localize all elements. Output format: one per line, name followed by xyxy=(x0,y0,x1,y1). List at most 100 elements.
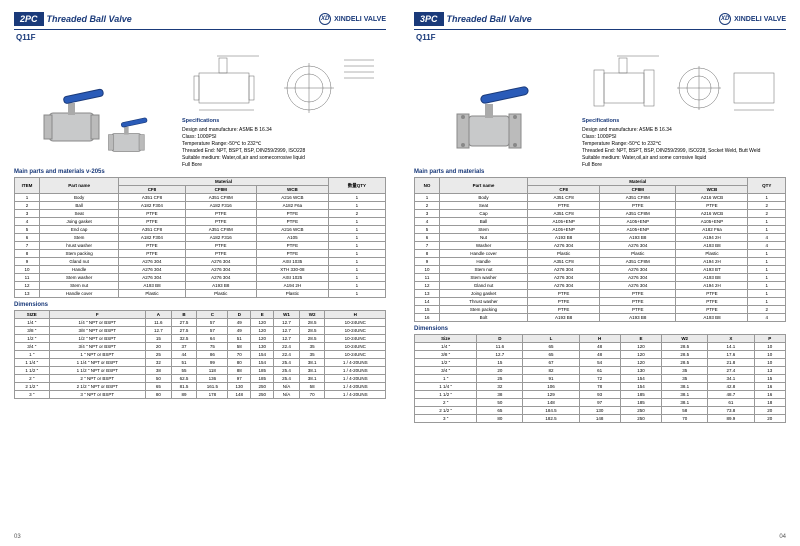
table-cell: 57 xyxy=(197,319,228,327)
tech-drawing xyxy=(182,48,386,118)
table-cell: A193 B8 xyxy=(676,314,748,322)
spec-line: Temperature Range:-50℃ to 232℃ xyxy=(582,141,786,148)
table-cell: 12.7 xyxy=(146,327,172,335)
th: WCB xyxy=(256,186,328,194)
table-row: 1 1/2 "381299318538.148.716 xyxy=(415,391,786,399)
table-cell: 13 xyxy=(754,367,786,375)
table-cell: 14 xyxy=(415,298,440,306)
spec-line: Design and manufacture: ASME B 16.34 xyxy=(182,127,386,134)
spec-line: Design and manufacture: ASME B 16.34 xyxy=(582,127,786,134)
parts-title: Main parts and materials xyxy=(414,169,786,175)
table-cell: PTFE xyxy=(600,290,676,298)
table-row: 5StemA105+ENPA105+ENPA182 F6a1 xyxy=(415,226,786,234)
table-cell: 1 xyxy=(748,250,786,258)
table-cell: 20 xyxy=(477,367,523,375)
table-cell: 8 xyxy=(415,250,440,258)
table-cell: 184.5 xyxy=(523,407,579,415)
table-cell: 1 xyxy=(328,226,385,234)
table-cell: A276 304 xyxy=(600,282,676,290)
table-cell: 27.5 xyxy=(171,327,197,335)
table-cell: 73.8 xyxy=(708,407,754,415)
title-bar: 3PC Threaded Ball Valve XD XINDELI VALVE xyxy=(414,12,786,30)
table-cell: 12.7 xyxy=(274,327,300,335)
table-cell: Plastic xyxy=(256,290,328,298)
table-cell: A276 304 xyxy=(528,266,600,274)
th: WCB xyxy=(676,186,748,194)
table-cell: PTFE xyxy=(256,250,328,258)
table-cell: Gland nut xyxy=(40,258,119,266)
table-cell: 82 xyxy=(523,367,579,375)
table-cell: 120 xyxy=(620,359,661,367)
table-cell: 136 xyxy=(197,375,228,383)
table-cell: 80 xyxy=(146,391,172,399)
table-cell: 1 xyxy=(415,194,440,202)
table-cell: 10 xyxy=(754,359,786,367)
table-cell: 10-24UNC xyxy=(325,327,386,335)
table-cell: PTFE xyxy=(528,298,600,306)
table-cell: 28.5 xyxy=(662,343,708,351)
table-cell: 58 xyxy=(228,343,251,351)
table-cell: A182 F304 xyxy=(119,202,185,210)
table-cell: 185 xyxy=(620,391,661,399)
table-cell: 118 xyxy=(197,367,228,375)
table-cell: Handle cover xyxy=(440,250,528,258)
th: Size xyxy=(415,335,477,343)
table-row: 5End capA351 CF8A351 CF8MA216 WCB1 xyxy=(15,226,386,234)
table-row: 1 1/4 "1 1/4 " NPT or BSPT3251998015425.… xyxy=(15,359,386,367)
table-row: 11Stem washerA276 304A276 304A193 B81 xyxy=(415,274,786,282)
table-cell: Stem nut xyxy=(440,266,528,274)
table-cell: 8 xyxy=(15,250,40,258)
table-cell: 4 xyxy=(415,218,440,226)
model-code: Q11F xyxy=(416,33,786,42)
table-row: 10HandleA276 304A276 304XTH 330-081 xyxy=(15,266,386,274)
table-cell: A193 B8 xyxy=(676,242,748,250)
table-cell: PTFE xyxy=(676,290,748,298)
table-cell: 65 xyxy=(523,351,579,359)
table-cell: 130 xyxy=(251,343,274,351)
table-cell: A351 CF8M xyxy=(185,226,256,234)
dimensions-table: SIZEFABCDEW1W2H 1/4 "1/4 " NPT or BSPT11… xyxy=(14,310,386,399)
table-cell: 7 xyxy=(415,242,440,250)
table-cell: N/A xyxy=(274,383,300,391)
table-cell: N/A xyxy=(274,391,300,399)
th: D xyxy=(228,311,251,319)
table-cell: 1/2 " NPT or BSPT xyxy=(49,335,145,343)
page-number: 03 xyxy=(14,534,21,540)
table-row: 11Stem washerA276 304A276 304AISI 10251 xyxy=(15,274,386,282)
table-cell: Body xyxy=(440,194,528,202)
th: E xyxy=(620,335,661,343)
table-cell: PTFE xyxy=(600,298,676,306)
table-cell: 13 xyxy=(15,290,40,298)
title-rest: Threaded Ball Valve xyxy=(447,14,532,24)
table-cell: 185 xyxy=(251,367,274,375)
table-cell: 10-24UNC xyxy=(325,335,386,343)
title: 2PC Threaded Ball Valve xyxy=(14,12,132,26)
table-cell: A105+ENP xyxy=(676,218,748,226)
table-cell: 1 xyxy=(328,194,385,202)
table-cell: 67 xyxy=(523,359,579,367)
table-cell: A276 304 xyxy=(600,266,676,274)
table-row: 1 "2591721543534.115 xyxy=(415,375,786,383)
table-cell: A351 CF8 xyxy=(119,194,185,202)
table-row: 9Gland nutA276 304A276 304AISI 10351 xyxy=(15,258,386,266)
table-cell: 16 xyxy=(415,314,440,322)
table-cell: 25 xyxy=(477,375,523,383)
table-row: 15Stem packingPTFEPTFEPTFE2 xyxy=(415,306,786,314)
table-cell: 28.5 xyxy=(662,359,708,367)
table-cell: 2 xyxy=(748,202,786,210)
table-cell: 10-24UNC xyxy=(325,351,386,359)
valve-illustration-3pc xyxy=(424,56,564,156)
table-cell: A193 B8 xyxy=(676,274,748,282)
table-cell: 1 xyxy=(328,274,385,282)
table-cell: 120 xyxy=(620,343,661,351)
table-cell: 1 1/2 " xyxy=(415,391,477,399)
table-cell: 3 xyxy=(15,210,40,218)
table-cell: Stem xyxy=(440,226,528,234)
table-row: 1BodyA351 CF8A351 CF8MA216 WCB1 xyxy=(415,194,786,202)
table-cell: A351 CF8M xyxy=(185,194,256,202)
table-cell: 17.6 xyxy=(708,351,754,359)
th: CF8M xyxy=(185,186,256,194)
table-cell: Plastic xyxy=(185,290,256,298)
table-cell: 15 xyxy=(754,375,786,383)
table-cell: A193 B8 xyxy=(528,234,600,242)
